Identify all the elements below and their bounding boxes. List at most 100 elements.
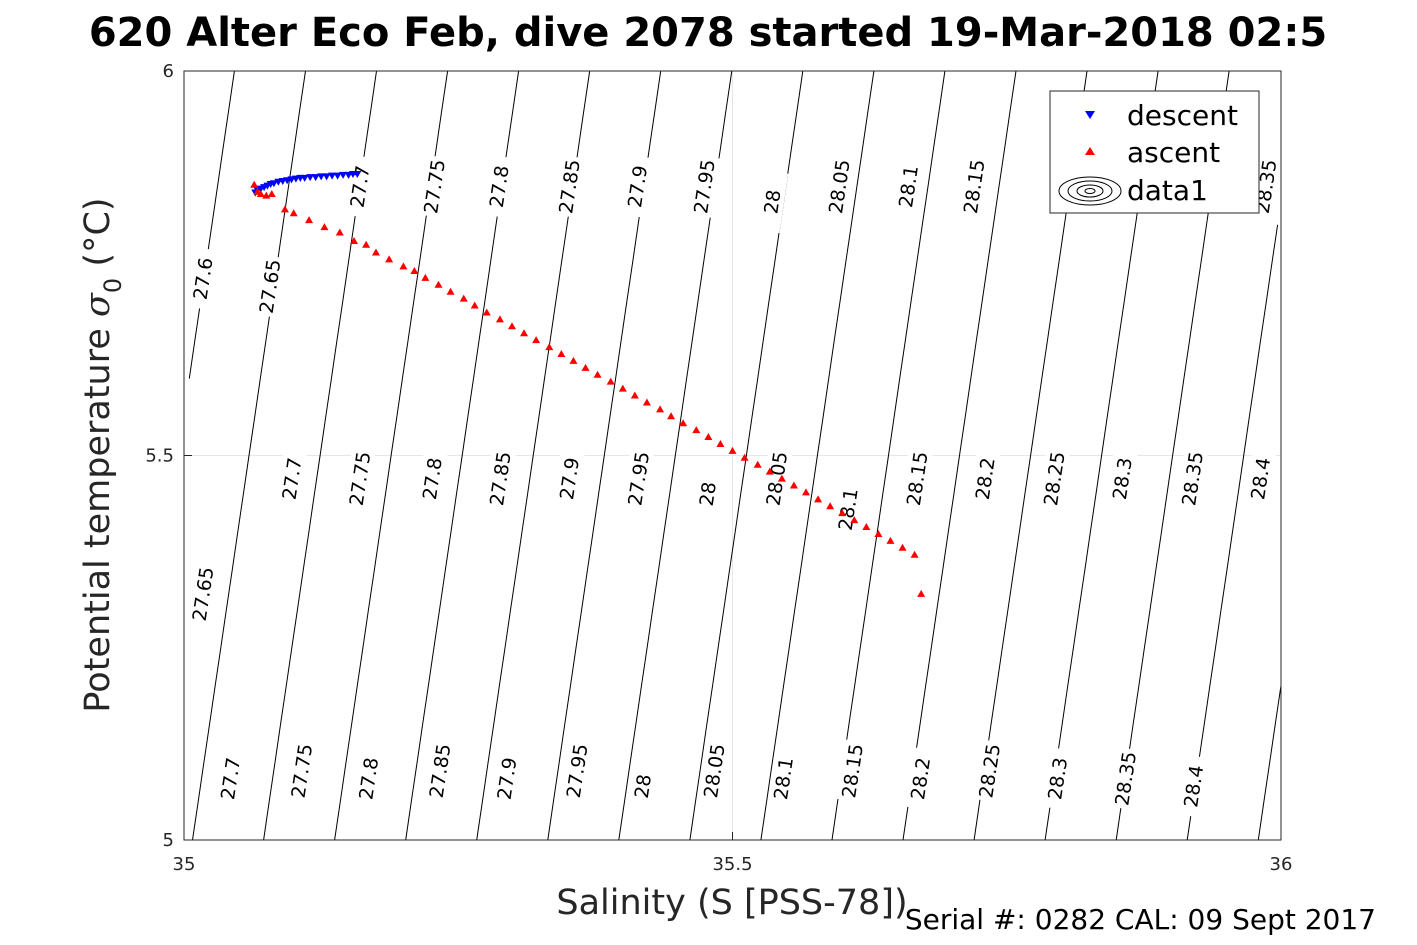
contour-label-background <box>687 154 721 218</box>
density-contours <box>188 70 1282 841</box>
legend-descent-marker <box>1085 111 1095 119</box>
ascent-point <box>569 356 578 364</box>
legend-ascent-label: ascent <box>1127 136 1220 169</box>
y-tick-label: 5.5 <box>145 446 174 467</box>
ascent-point <box>642 398 651 406</box>
ascent-point <box>753 460 762 468</box>
ascent-point <box>777 474 786 482</box>
x-tick-label: 36 <box>1270 854 1293 875</box>
ascent-point <box>495 315 504 323</box>
ascent-point <box>716 439 725 447</box>
contour-label-background <box>626 754 659 818</box>
contour-label-background <box>253 254 286 318</box>
ascent-point <box>728 446 737 454</box>
contour-label-background <box>1243 447 1277 511</box>
ascent-point <box>399 262 408 270</box>
ascent-point <box>459 294 468 302</box>
ascent-point <box>740 453 749 461</box>
legend-data1-label: data1 <box>1127 174 1208 207</box>
ascent-point <box>335 228 344 236</box>
ascent-point <box>371 248 380 256</box>
descent-point <box>306 174 315 182</box>
contour-label-background <box>275 447 308 511</box>
legend: descent ascent data1 <box>1049 90 1260 214</box>
contour-label-background <box>552 154 586 218</box>
ascent-point <box>289 209 298 217</box>
density-contour-line <box>831 70 946 841</box>
ascent-point <box>618 384 627 392</box>
ascent-point <box>250 180 259 188</box>
contour-label-background <box>186 247 219 311</box>
x-axis-title: Salinity (S [PSS-78]) <box>556 883 907 923</box>
ascent-point <box>910 550 919 558</box>
ascent-point <box>692 426 701 434</box>
contour-label-background <box>552 447 586 511</box>
y-tick-label: 6 <box>163 61 174 82</box>
contour-label: 28 <box>760 188 785 215</box>
ascent-point <box>886 536 895 544</box>
contour-label-background <box>968 447 1002 511</box>
data-series <box>250 171 926 597</box>
contour-label: 28 <box>696 480 721 507</box>
descent-point <box>339 171 348 179</box>
x-tick-label: 35.5 <box>712 854 752 875</box>
contour-label-background <box>415 447 449 511</box>
contour-label-background <box>285 739 318 803</box>
ascent-point <box>850 516 859 524</box>
contour-label-background <box>697 739 731 803</box>
y-tick-label: 5 <box>163 830 174 851</box>
contour-label-background <box>1040 747 1074 810</box>
density-contour-line <box>1257 686 1282 841</box>
ascent-point <box>898 543 907 551</box>
ascent-point <box>838 509 847 517</box>
ascent-point <box>520 329 529 337</box>
ascent-point <box>789 481 798 489</box>
descent-point <box>300 174 309 182</box>
contour-label-background <box>343 447 376 511</box>
contour-label-background <box>691 462 724 526</box>
ascent-point <box>421 273 430 281</box>
contour-label-background <box>760 447 793 511</box>
descent-point <box>269 180 278 188</box>
descent-point <box>333 172 342 180</box>
ascent-point <box>704 433 713 441</box>
descent-point <box>353 171 362 179</box>
contour-label-background <box>831 477 864 541</box>
ascent-point <box>581 363 590 371</box>
series-ascent <box>250 180 926 597</box>
ascent-point <box>917 589 926 597</box>
y-axis-sigma-symbol: σ <box>78 292 118 317</box>
contour-label-background <box>483 447 517 511</box>
ascent-point <box>557 349 566 357</box>
ascent-point <box>667 412 676 420</box>
contour-label-background <box>903 747 937 810</box>
y-axis-subscript: 0 <box>99 278 127 293</box>
ascent-point <box>508 322 517 330</box>
ascent-point <box>593 370 602 378</box>
ascent-point <box>256 190 265 198</box>
contour-label-background <box>213 747 247 810</box>
legend-ascent-marker <box>1085 147 1095 155</box>
serial-cal-text: Serial #: 0282 CAL: 09 Sept 2017 <box>905 903 1376 936</box>
legend-box <box>1049 90 1260 214</box>
ascent-point <box>679 419 688 427</box>
ascent-point <box>532 336 541 344</box>
density-contour-line <box>760 70 875 841</box>
contour-label-background <box>766 747 800 810</box>
ascent-point <box>826 502 835 510</box>
contour-label-background <box>352 747 385 810</box>
contour-label-background <box>186 562 219 626</box>
contour-label-background <box>972 739 1006 803</box>
ascent-point <box>305 216 314 224</box>
ascent-point <box>362 240 371 248</box>
ascent-point <box>350 236 359 244</box>
density-contour-line <box>902 70 1017 841</box>
contour-label-background <box>1037 447 1071 511</box>
ascent-point <box>862 523 871 531</box>
ascent-point <box>656 405 665 413</box>
ascent-point <box>470 301 479 309</box>
descent-point <box>322 173 331 181</box>
contour-label-background <box>417 154 451 218</box>
